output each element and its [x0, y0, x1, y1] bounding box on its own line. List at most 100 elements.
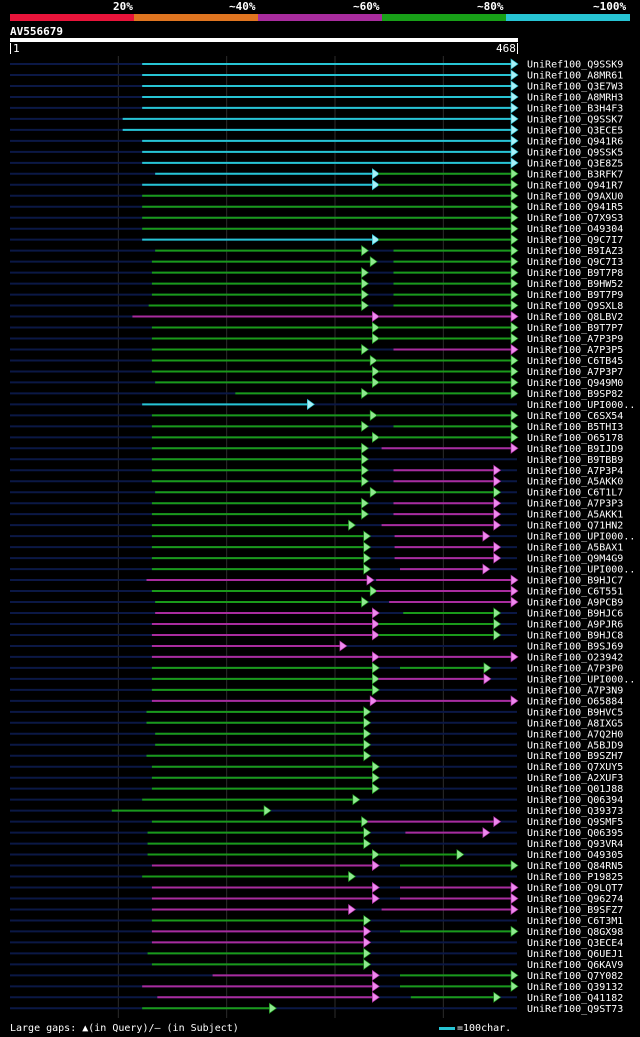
hit-label: UniRef100_Q9SXL8 [527, 301, 623, 312]
hit-arrowhead [493, 541, 502, 553]
hit-arrowhead [510, 376, 519, 389]
hit-label: UniRef100_A9PJR6 [527, 619, 623, 630]
hit-arrowhead [493, 629, 502, 641]
hit-label: UniRef100_Q9SSK5 [527, 147, 623, 158]
hit-arrowhead [510, 387, 519, 399]
hit-label: UniRef100_Q3E7W3 [527, 81, 623, 92]
hit-arrowhead [510, 354, 519, 367]
hit-label: UniRef100_B9T7P8 [527, 268, 623, 279]
hit-label: UniRef100_A7P3N9 [527, 685, 623, 696]
hit-label: UniRef100_O23942 [527, 652, 623, 663]
hit-label: UniRef100_Q7XUY5 [527, 762, 623, 773]
legend-swatch-80 [382, 14, 506, 21]
hit-label: UniRef100_B5THI3 [527, 422, 623, 433]
hit-label: UniRef100_Q9AXU0 [527, 191, 623, 202]
hit-arrowhead [510, 168, 519, 180]
hit-arrowhead [263, 805, 272, 817]
hit-arrowhead [510, 267, 519, 279]
query-name: AV556679 [10, 25, 63, 38]
hit-label: UniRef100_Q8GX98 [527, 927, 623, 938]
hit-label: UniRef100_B9HJC8 [527, 630, 623, 641]
hit-label: UniRef100_B9IAZ3 [527, 246, 623, 257]
hit-arrowhead [510, 903, 519, 916]
hit-arrowhead [510, 146, 519, 158]
hit-arrowhead [363, 552, 372, 564]
hit-arrowhead [510, 651, 519, 663]
hit-label: UniRef100_Q39132 [527, 982, 623, 993]
hit-arrowhead [366, 574, 375, 586]
hit-arrowhead [372, 651, 380, 663]
hit-arrowhead [348, 870, 357, 883]
hit-label: UniRef100_A7P3P0 [527, 663, 623, 674]
hit-arrowhead [510, 442, 519, 454]
hit-label: UniRef100_A8MR61 [527, 70, 623, 81]
gap-legend-note: Large gaps: ▲(in Query)/– (in Subject) [10, 1023, 239, 1034]
hit-label: UniRef100_A9PCB9 [527, 598, 623, 609]
hit-label: UniRef100_C6T1L7 [527, 488, 623, 499]
hit-arrowhead [483, 662, 492, 674]
hit-arrowhead [510, 925, 519, 938]
hit-arrowhead [493, 816, 502, 828]
hit-arrowhead [456, 848, 465, 861]
hit-arrowhead [493, 464, 502, 476]
hit-arrowhead [510, 234, 519, 246]
ruler-start-label: 1 [13, 42, 20, 55]
hit-arrowhead [510, 69, 519, 81]
hit-label: UniRef100_UPI000.. [527, 400, 635, 411]
hit-label: UniRef100_Q8LBV2 [527, 312, 623, 323]
hit-arrowhead [361, 464, 370, 476]
hit-arrowhead [372, 673, 380, 685]
hit-arrowhead [361, 245, 370, 257]
hit-arrowhead [363, 837, 372, 850]
hit-arrowhead [493, 991, 502, 1003]
hit-arrowhead [361, 343, 370, 356]
hit-label: UniRef100_Q9C7I7 [527, 235, 623, 246]
hit-arrowhead [510, 299, 519, 312]
hit-label: UniRef100_A8IXG5 [527, 718, 623, 729]
hit-arrowhead [361, 475, 370, 487]
hit-arrowhead [363, 563, 372, 575]
hit-label: UniRef100_Q06394 [527, 795, 623, 806]
hit-label: UniRef100_A7P3P7 [527, 367, 623, 378]
hit-label: UniRef100_B9SFZ7 [527, 905, 623, 916]
hit-label: UniRef100_Q9SSK7 [527, 114, 623, 125]
hit-arrowhead [361, 387, 370, 399]
hit-arrowhead [372, 969, 380, 981]
hit-arrowhead [372, 662, 380, 674]
scale-swatch [439, 1026, 455, 1030]
hit-arrowhead [361, 508, 370, 520]
hit-arrowhead [372, 881, 380, 894]
hit-arrowhead [363, 925, 372, 938]
hit-arrowhead [363, 530, 372, 542]
legend-label-60: ~60% [353, 0, 380, 13]
hit-arrowhead [510, 245, 519, 257]
hit-arrowhead [372, 892, 380, 905]
ruler-start-tick [10, 43, 11, 54]
hit-label: UniRef100_Q71HN2 [527, 521, 623, 532]
hit-label: UniRef100_Q6UEJ1 [527, 949, 623, 960]
hit-label: UniRef100_A7P3P5 [527, 345, 623, 356]
hit-label: UniRef100_C6T3M1 [527, 916, 623, 927]
hit-label: UniRef100_Q84RN5 [527, 861, 623, 872]
hit-label: UniRef100_Q9LQT7 [527, 883, 623, 894]
hit-arrowhead [369, 256, 378, 268]
hit-label: UniRef100_Q3ECE5 [527, 125, 623, 136]
hit-arrowhead [372, 365, 380, 378]
legend-swatch-20 [10, 14, 134, 21]
hit-arrowhead [363, 706, 372, 718]
hit-arrowhead [361, 442, 370, 454]
hit-arrowhead [510, 212, 519, 224]
hit-arrowhead [493, 519, 502, 531]
hit-arrowhead [363, 541, 372, 553]
hit-label: UniRef100_Q3E8Z5 [527, 158, 623, 169]
hit-arrowhead [372, 234, 380, 246]
hit-arrowhead [361, 497, 370, 509]
ruler-end-label: 468 [496, 42, 516, 55]
hit-arrowhead [510, 102, 519, 114]
hit-arrowhead [361, 453, 370, 465]
hit-label: UniRef100_A5BAX1 [527, 543, 623, 554]
hit-arrowhead [372, 980, 380, 992]
hit-arrowhead [372, 991, 380, 1003]
hit-label: UniRef100_Q941R6 [527, 136, 623, 147]
